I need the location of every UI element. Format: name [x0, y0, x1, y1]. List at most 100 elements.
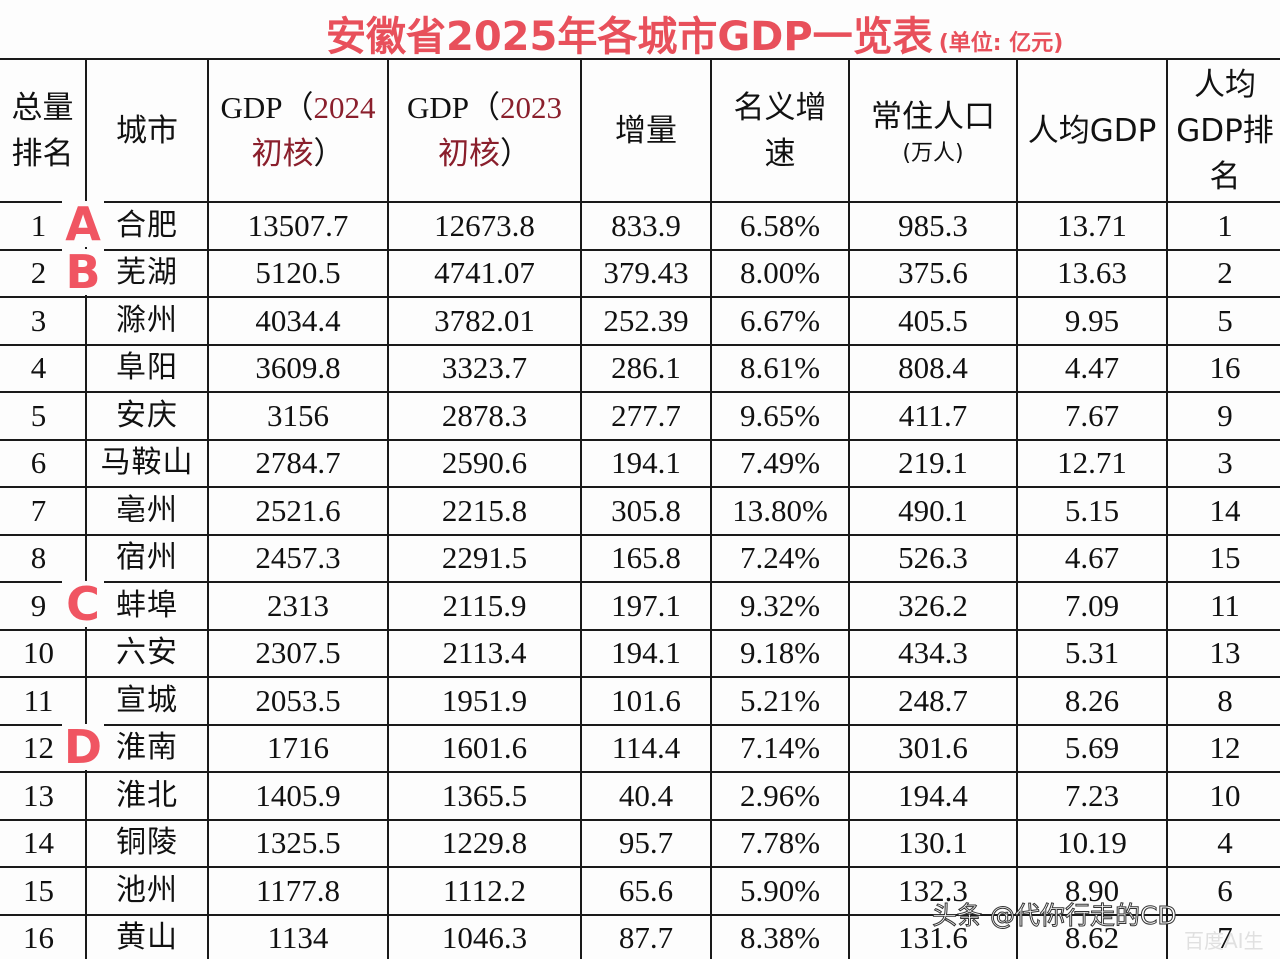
cell-gdp-2024: 2307.5 [207, 628, 389, 678]
watermark: 头条 @代你行走的CD [932, 901, 1178, 931]
cell-per-capita-gdp: 7.67 [1016, 391, 1168, 441]
cell-city: 马鞍山 [85, 438, 209, 488]
table-row: 1 合肥 13507.7 12673.8 833.9 6.58% 985.3 13.71 1 [0, 201, 1280, 251]
cell-per-capita-rank: 11 [1166, 581, 1280, 631]
cell-increase: 379.43 [580, 248, 712, 298]
cell-per-capita-gdp: 4.67 [1016, 533, 1168, 583]
cell-gdp-2023: 2215.8 [387, 486, 582, 536]
page-title: 安徽省2025年各城市GDP一览表 (单位: 亿元) [326, 4, 1063, 62]
cell-per-capita-rank: 10 [1166, 771, 1280, 821]
cell-growth: 9.32% [710, 581, 850, 631]
cell-growth: 8.61% [710, 343, 850, 393]
cell-city: 铜陵 [85, 818, 209, 868]
table-row: 10 六安 2307.5 2113.4 194.1 9.18% 434.3 5.31 13 [0, 628, 1280, 678]
marker-d: D [62, 719, 104, 774]
cell-gdp-2024: 1405.9 [207, 771, 389, 821]
header-rank: 总量 排名 [0, 58, 87, 203]
cell-rank: 15 [0, 866, 87, 916]
cell-city: 黄山 [85, 913, 209, 959]
cell-per-capita-gdp: 7.23 [1016, 771, 1168, 821]
header-per-capita-gdp: 人均GDP [1016, 58, 1168, 203]
cell-increase: 65.6 [580, 866, 712, 916]
cell-gdp-2024: 1325.5 [207, 818, 389, 868]
cell-growth: 9.65% [710, 391, 850, 441]
cell-population: 375.6 [848, 248, 1018, 298]
cell-per-capita-rank: 9 [1166, 391, 1280, 441]
cell-gdp-2023: 2113.4 [387, 628, 582, 678]
cell-population: 132.3 [848, 866, 1018, 916]
cell-increase: 833.9 [580, 201, 712, 251]
cell-per-capita-rank: 8 [1166, 676, 1280, 726]
cell-per-capita-rank: 6 [1166, 866, 1280, 916]
cell-rank: 13 [0, 771, 87, 821]
cell-gdp-2024: 4034.4 [207, 296, 389, 346]
cell-gdp-2023: 2115.9 [387, 581, 582, 631]
cell-growth: 5.21% [710, 676, 850, 726]
cell-growth: 8.38% [710, 913, 850, 959]
gdp-table: 总量 排名 城市 GDP（2024 初核） GDP（2023 初核） 增量 名义… [0, 58, 1280, 959]
cell-growth: 7.78% [710, 818, 850, 868]
cell-gdp-2023: 2590.6 [387, 438, 582, 488]
cell-increase: 114.4 [580, 723, 712, 773]
table-row: 16 黄山 1134 1046.3 87.7 8.38% 131.6 8.62 7 [0, 913, 1280, 959]
cell-gdp-2023: 4741.07 [387, 248, 582, 298]
cell-population: 131.6 [848, 913, 1018, 959]
cell-population: 219.1 [848, 438, 1018, 488]
cell-increase: 286.1 [580, 343, 712, 393]
cell-population: 434.3 [848, 628, 1018, 678]
cell-rank: 4 [0, 343, 87, 393]
table-row: 9 蚌埠 2313 2115.9 197.1 9.32% 326.2 7.09 11 [0, 581, 1280, 631]
table-row: 14 铜陵 1325.5 1229.8 95.7 7.78% 130.1 10.19 4 [0, 818, 1280, 868]
cell-city: 蚌埠 [85, 581, 209, 631]
table-row: 4 阜阳 3609.8 3323.7 286.1 8.61% 808.4 4.47 16 [0, 343, 1280, 393]
cell-per-capita-gdp: 7.09 [1016, 581, 1168, 631]
cell-gdp-2023: 12673.8 [387, 201, 582, 251]
cell-per-capita-rank: 1 [1166, 201, 1280, 251]
table-row: 8 宿州 2457.3 2291.5 165.8 7.24% 526.3 4.67 15 [0, 533, 1280, 583]
cell-gdp-2024: 1177.8 [207, 866, 389, 916]
cell-growth: 7.49% [710, 438, 850, 488]
cell-per-capita-gdp: 5.15 [1016, 486, 1168, 536]
cell-city: 合肥 [85, 201, 209, 251]
cell-growth: 13.80% [710, 486, 850, 536]
table-row: 6 马鞍山 2784.7 2590.6 194.1 7.49% 219.1 12.71 3 [0, 438, 1280, 488]
marker-c: C [62, 581, 104, 627]
cell-per-capita-gdp: 9.95 [1016, 296, 1168, 346]
cell-rank: 5 [0, 391, 87, 441]
cell-increase: 197.1 [580, 581, 712, 631]
marker-b: B [62, 248, 104, 295]
cell-per-capita-gdp: 8.26 [1016, 676, 1168, 726]
cell-rank: 14 [0, 818, 87, 868]
cell-rank: 3 [0, 296, 87, 346]
cell-city: 滁州 [85, 296, 209, 346]
cell-per-capita-rank: 14 [1166, 486, 1280, 536]
header-per-capita-rank: 人均 GDP排 名 [1166, 58, 1280, 203]
cell-population: 526.3 [848, 533, 1018, 583]
cell-rank: 7 [0, 486, 87, 536]
cell-per-capita-rank: 13 [1166, 628, 1280, 678]
cell-rank: 11 [0, 676, 87, 726]
table-row: 5 安庆 3156 2878.3 277.7 9.65% 411.7 7.67 9 [0, 391, 1280, 441]
header-row: 总量 排名 城市 GDP（2024 初核） GDP（2023 初核） 增量 名义… [0, 58, 1280, 203]
cell-population: 411.7 [848, 391, 1018, 441]
table-row: 2 芜湖 5120.5 4741.07 379.43 8.00% 375.6 13.63 2 [0, 248, 1280, 298]
cell-per-capita-rank: 5 [1166, 296, 1280, 346]
cell-city: 宿州 [85, 533, 209, 583]
cell-population: 808.4 [848, 343, 1018, 393]
cell-gdp-2024: 1134 [207, 913, 389, 959]
cell-per-capita-gdp: 4.47 [1016, 343, 1168, 393]
cell-population: 130.1 [848, 818, 1018, 868]
cell-per-capita-rank: 7 [1166, 913, 1280, 959]
cell-gdp-2024: 2784.7 [207, 438, 389, 488]
cell-growth: 8.00% [710, 248, 850, 298]
cell-city: 宣城 [85, 676, 209, 726]
cell-increase: 101.6 [580, 676, 712, 726]
cell-gdp-2024: 1716 [207, 723, 389, 773]
title-main: 安徽省2025年各城市GDP一览表 [326, 14, 933, 60]
cell-population: 248.7 [848, 676, 1018, 726]
cell-per-capita-rank: 2 [1166, 248, 1280, 298]
header-increase: 增量 [580, 58, 712, 203]
cell-city: 淮北 [85, 771, 209, 821]
header-nominal-growth: 名义增 速 [710, 58, 850, 203]
cell-gdp-2023: 2878.3 [387, 391, 582, 441]
